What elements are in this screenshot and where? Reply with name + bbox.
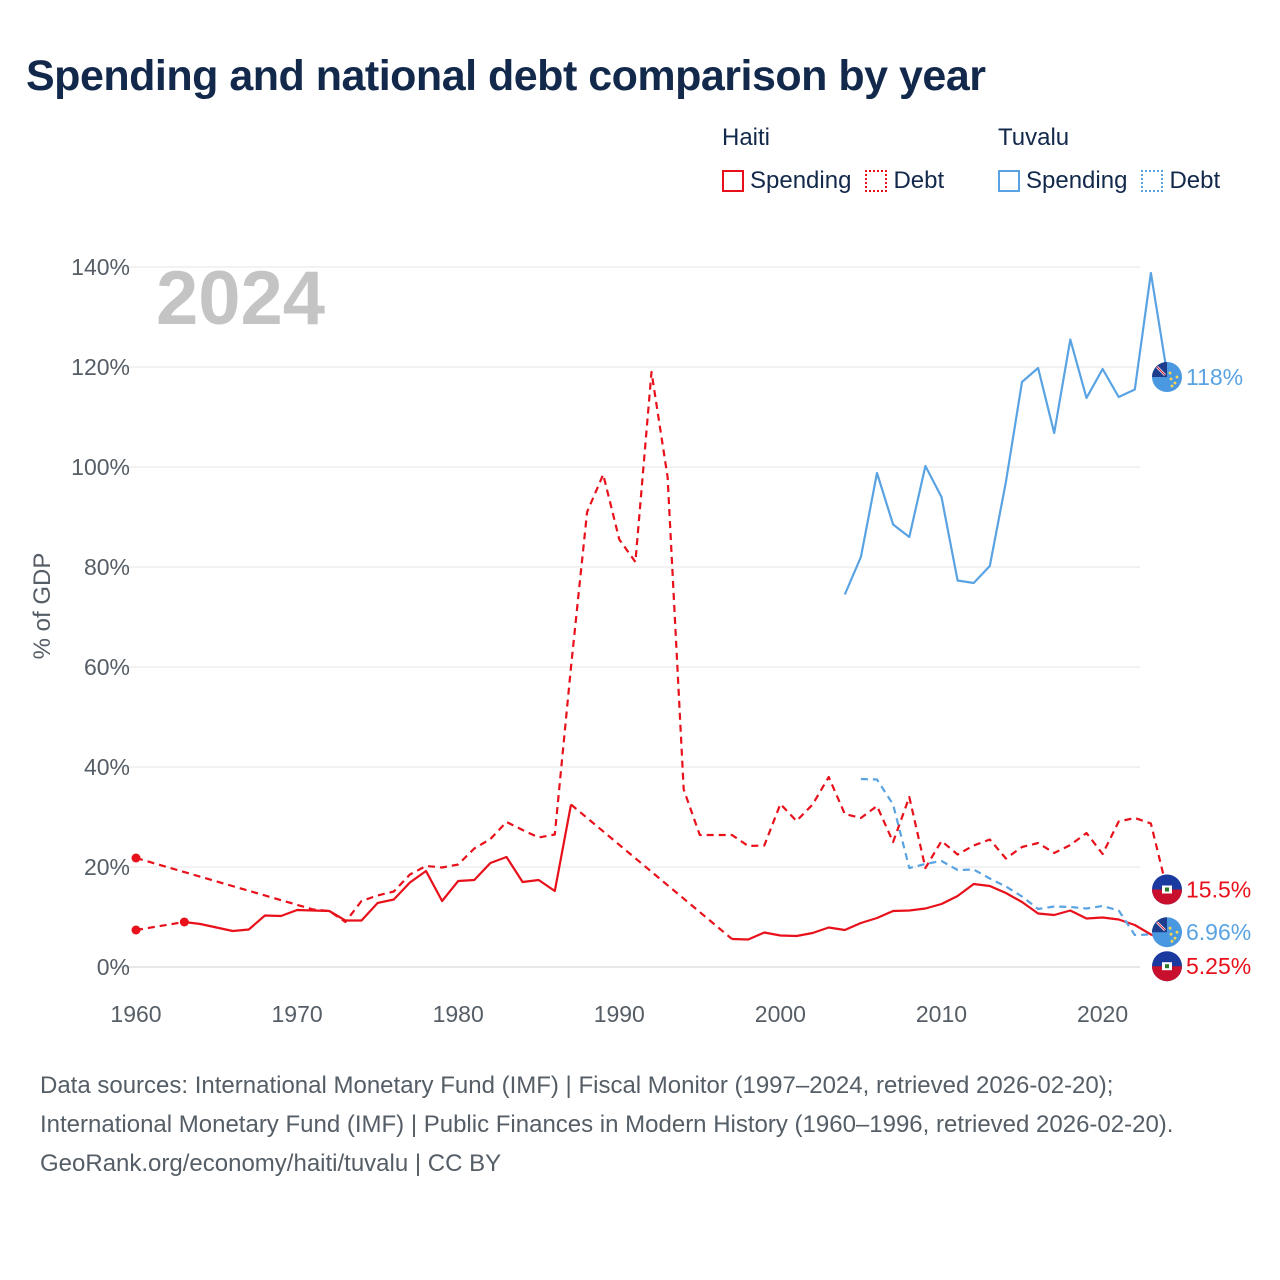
flag-emblem-center (1165, 887, 1169, 892)
flag-star (1168, 926, 1172, 930)
x-tick-label: 1980 (433, 1001, 484, 1027)
data-point (179, 917, 189, 927)
flag-star (1168, 371, 1172, 375)
legend-swatch-solid (722, 170, 744, 192)
y-tick-label: 60% (84, 654, 130, 680)
end-labels: 118% 15.5% 6.96% 5.25% (1152, 362, 1251, 982)
series-line (570, 803, 733, 940)
flag-star (1169, 932, 1173, 936)
legend-label: Debt (893, 167, 945, 194)
series-line (731, 882, 1168, 942)
legend-label: Spending (750, 167, 852, 194)
x-axis-ticks: 1960 1970 1980 1990 2000 2010 2020 (110, 1001, 1128, 1027)
flag-star (1173, 381, 1177, 385)
footer: Data sources: International Monetary Fun… (40, 1066, 1240, 1183)
legend-tuvalu-spending[interactable]: Spending (998, 167, 1127, 195)
tuvalu-debt-series (860, 777, 1168, 937)
legend-haiti-heading: Haiti (722, 124, 771, 151)
series-line (135, 920, 185, 932)
gridlines (118, 266, 1140, 968)
tuvalu-debt-end-marker: 6.96% (1152, 917, 1251, 948)
y-tick-label: 20% (84, 854, 130, 880)
flag-cross-red (1156, 921, 1166, 931)
legend-tuvalu: Tuvalu Spending Debt (998, 124, 1234, 195)
flag-emblem-center (1165, 964, 1169, 969)
legend-haiti-debt[interactable]: Debt (865, 167, 944, 195)
legend-tuvalu-debt[interactable]: Debt (1141, 167, 1220, 195)
x-tick-label: 1970 (272, 1001, 323, 1027)
y-tick-label: 140% (71, 254, 130, 280)
series-lines (131, 271, 1169, 942)
credit-link[interactable]: GeoRank.org/economy/haiti/tuvalu | CC BY (40, 1150, 502, 1177)
y-tick-label: 40% (84, 754, 130, 780)
legend-haiti-spending[interactable]: Spending (722, 167, 851, 195)
legend-label: Spending (1026, 167, 1128, 194)
flag-stripe (1152, 889, 1182, 905)
data-point (131, 925, 141, 935)
flag-star (1169, 377, 1173, 381)
legend-swatch-solid (998, 170, 1020, 192)
data-sources: Data sources: International Monetary Fun… (40, 1072, 1174, 1138)
end-value-label: 118% (1186, 364, 1243, 390)
haiti-spending-end-marker: 5.25% (1152, 951, 1251, 982)
legend-swatch-dotted (865, 170, 888, 192)
y-axis-ticks: 0% 20% 40% 60% 80% 100% 120% 140% (71, 254, 130, 980)
y-tick-label: 80% (84, 554, 130, 580)
series-line (135, 370, 1169, 924)
x-tick-label: 2020 (1077, 1001, 1128, 1027)
end-value-label: 5.25% (1186, 953, 1251, 979)
x-tick-label: 2000 (755, 1001, 806, 1027)
legend-tuvalu-heading: Tuvalu (998, 124, 1070, 151)
y-tick-label: 100% (71, 454, 130, 480)
tuvalu-spending-end-marker: 118% (1152, 362, 1243, 392)
legend-label: Debt (1169, 167, 1221, 194)
flag-star (1170, 939, 1174, 943)
haiti-debt-series (131, 370, 1169, 924)
haiti-spending-series (131, 803, 1168, 942)
y-tick-label: 120% (71, 354, 130, 380)
x-tick-label: 1990 (594, 1001, 645, 1027)
series-line (860, 777, 1168, 937)
flag-stripe (1152, 966, 1182, 982)
flag-star (1175, 930, 1179, 934)
haiti-debt-end-marker: 15.5% (1152, 874, 1251, 905)
year-watermark: 2024 (156, 256, 325, 341)
x-tick-label: 2010 (916, 1001, 967, 1027)
end-value-label: 15.5% (1186, 877, 1251, 903)
series-line (184, 804, 573, 933)
end-value-label: 6.96% (1186, 919, 1251, 945)
data-point (131, 853, 141, 863)
legend-haiti: Haiti Spending Debt (722, 124, 958, 195)
tuvalu-spending-series (843, 271, 1169, 595)
series-line (843, 271, 1169, 595)
chart-title: Spending and national debt comparison by… (26, 52, 986, 100)
flag-star (1175, 375, 1179, 379)
flag-star (1170, 384, 1174, 388)
flag-cross-red (1156, 366, 1166, 376)
flag-star (1173, 936, 1177, 940)
x-tick-label: 1960 (110, 1001, 161, 1027)
line-chart: 0%20%40%60%80%100%120%140% 1960 1970 1980 1… (29, 254, 1251, 1027)
y-tick-label: 0% (97, 954, 130, 980)
y-axis-label: % of GDP (29, 553, 56, 660)
legend-swatch-dotted (1141, 170, 1164, 192)
